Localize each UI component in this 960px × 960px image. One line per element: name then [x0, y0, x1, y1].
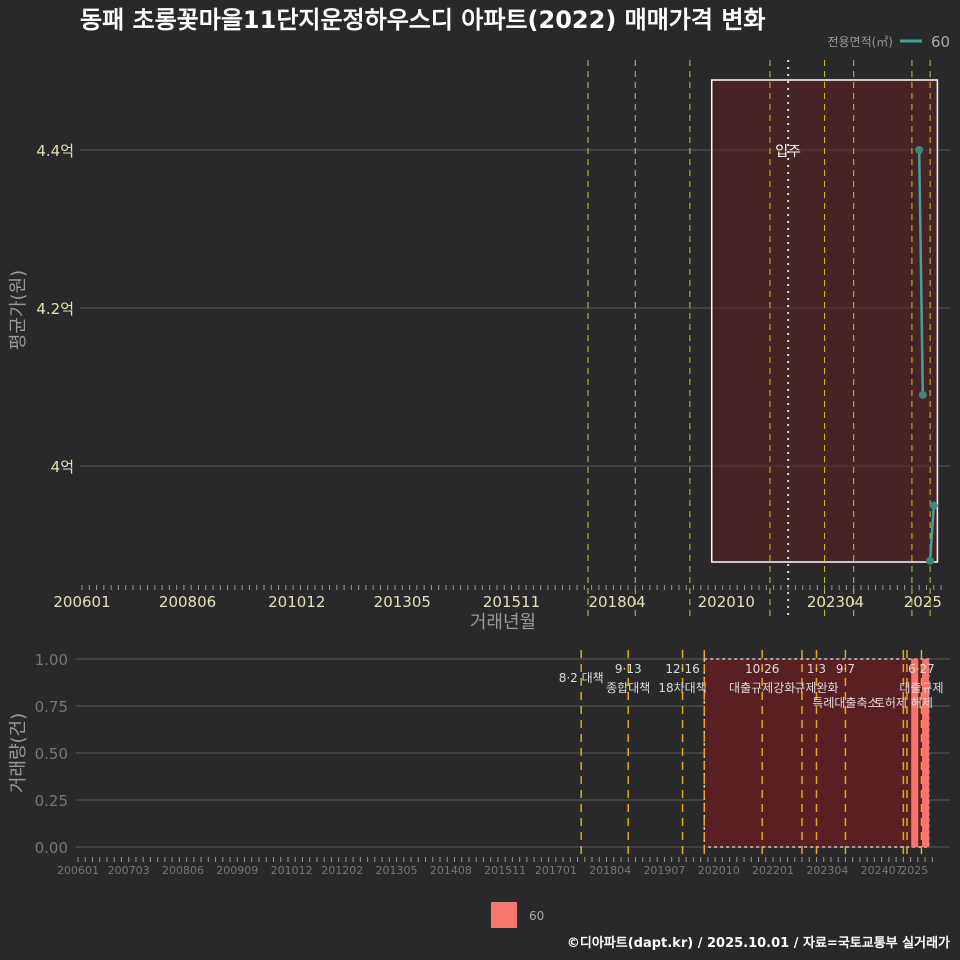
y-tick-label: 4.2억	[36, 300, 74, 318]
move-in-label: 입주	[775, 144, 801, 160]
x-tick-label: 201408	[430, 864, 472, 877]
footer-credit: ©디아파트(dapt.kr) / 2025.10.01 / 자료=국토교통부 실…	[567, 935, 950, 951]
x-axis-title: 거래년월	[470, 612, 536, 633]
y-tick-label: 0.00	[35, 839, 68, 857]
x-tick-label: 200703	[108, 864, 150, 877]
x-tick-label: 201701	[535, 864, 577, 877]
policy-label: 특례대출축소	[812, 696, 878, 710]
x-tick-label: 200601	[53, 593, 110, 611]
policy-label: 18차대책	[658, 680, 706, 695]
legend-bar-swatch	[491, 902, 517, 928]
x-tick-label: 201202	[321, 864, 363, 877]
price-point	[926, 556, 935, 565]
x-tick-label: 201012	[271, 864, 313, 877]
legend-bar-label: 60	[529, 909, 544, 923]
y-tick-label: 0.50	[35, 745, 68, 763]
x-tick-label: 201305	[376, 864, 418, 877]
policy-label: 8·2 대책	[559, 670, 604, 685]
price-line	[928, 505, 936, 561]
policy-label: 대출규제강화	[729, 681, 795, 695]
y-axis-title-volume: 거래량(건)	[8, 713, 29, 793]
x-tick-label: 201511	[484, 864, 526, 877]
policy-label: 토허제 해제	[874, 696, 933, 710]
policy-date: 6·27	[908, 662, 935, 676]
x-tick-label: 201907	[643, 864, 685, 877]
price-point	[918, 390, 927, 399]
policy-label: 규제완화	[794, 681, 838, 695]
legend-label: 60	[931, 33, 950, 51]
x-tick-label: 202010	[698, 864, 740, 877]
price-point	[915, 146, 924, 154]
x-tick-label: 2025	[904, 593, 942, 611]
x-tick-label: 2025	[900, 864, 928, 877]
x-tick-label: 200601	[57, 864, 99, 877]
policy-date: 12·16	[665, 662, 699, 676]
x-tick-label: 201511	[483, 593, 540, 611]
x-tick-label: 201305	[374, 593, 431, 611]
policy-date: 9·7	[836, 662, 855, 676]
policy-label: 대출규제	[899, 681, 943, 695]
y-tick-label: 4억	[51, 458, 74, 476]
y-axis-title: 평균가(원)	[8, 270, 29, 350]
x-tick-label: 200909	[216, 864, 258, 877]
policy-label: 종합대책	[606, 680, 650, 695]
y-tick-label: 0.75	[35, 698, 68, 716]
policy-date: 1·3	[807, 662, 826, 676]
x-tick-label: 201804	[589, 864, 631, 877]
x-tick-label: 201012	[268, 593, 325, 611]
price-point	[929, 501, 938, 510]
policy-date: 10·26	[745, 662, 779, 676]
y-tick-label: 4.4억	[36, 142, 74, 160]
x-tick-label: 202010	[698, 593, 755, 611]
chart-title: 동패 초롱꽃마을11단지운정하우스디 아파트(2022) 매매가격 변화	[80, 6, 765, 34]
x-tick-label: 201804	[588, 593, 645, 611]
legend-title: 전용면적(㎡)	[827, 35, 893, 49]
y-tick-label: 0.25	[35, 792, 68, 810]
x-tick-label: 200806	[162, 864, 204, 877]
x-tick-label: 202407	[861, 864, 903, 877]
y-tick-label: 1.00	[35, 651, 68, 669]
price-line	[917, 149, 925, 395]
volume-bar	[922, 659, 930, 847]
x-tick-label: 202201	[752, 864, 794, 877]
x-tick-label: 200806	[159, 593, 216, 611]
x-tick-label: 202304	[806, 864, 848, 877]
volume-bar	[911, 659, 919, 847]
policy-date: 9·13	[615, 662, 642, 676]
x-tick-label: 202304	[807, 593, 864, 611]
